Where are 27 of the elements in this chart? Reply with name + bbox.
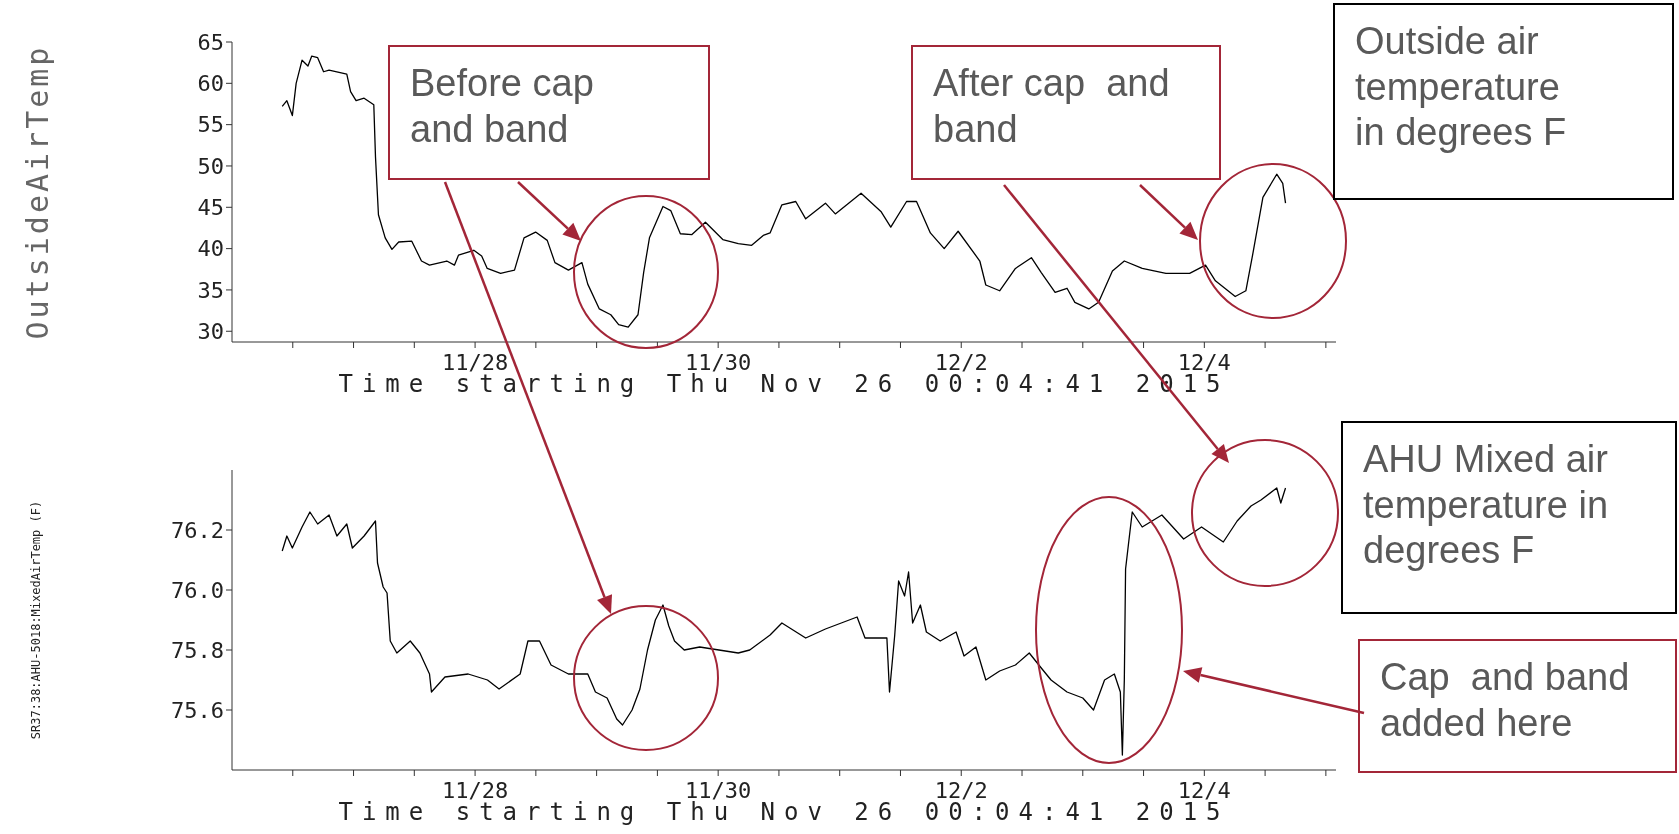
y-tick-label: 35 — [197, 277, 224, 303]
y-tick-label: 75.6 — [171, 697, 224, 723]
line-series — [281, 487, 1287, 756]
x-tick-label: 12/2 — [934, 349, 988, 375]
y-tick-label: 76.0 — [171, 577, 224, 603]
text: Cap and band added here — [1380, 655, 1631, 746]
x-tick-label: 12/4 — [1177, 777, 1231, 803]
y-tick-label: 76.2 — [171, 517, 224, 543]
y-tick-label: 45 — [197, 195, 224, 221]
annotation: Before cap and band — [410, 61, 595, 152]
annotation: After cap and band — [933, 61, 1171, 152]
line-series — [281, 55, 1287, 328]
y-tick-label: 60 — [197, 71, 224, 97]
x-tick-label: 12/2 — [934, 777, 988, 803]
x-tick-label: 11/28 — [441, 777, 509, 803]
y-tick-label: 40 — [197, 236, 224, 262]
y-tick-label: 55 — [197, 112, 224, 138]
y-tick-label: 50 — [197, 153, 224, 179]
y-tick-label: 30 — [197, 319, 224, 345]
x-tick-label: 12/4 — [1177, 349, 1231, 375]
y-tick-label: 65 — [197, 29, 224, 55]
text: AHU Mixed air temperature in degrees F — [1363, 437, 1609, 574]
y-axis-title: SR37:38:AHU-5018:MixedAirTemp (F) — [29, 500, 43, 740]
y-tick-label: 75.8 — [171, 637, 224, 663]
text: Outside air temperature in degrees F — [1355, 19, 1568, 156]
x-tick-label: 11/28 — [441, 349, 509, 375]
y-axis-title: OutsideAirTemp — [20, 44, 55, 340]
